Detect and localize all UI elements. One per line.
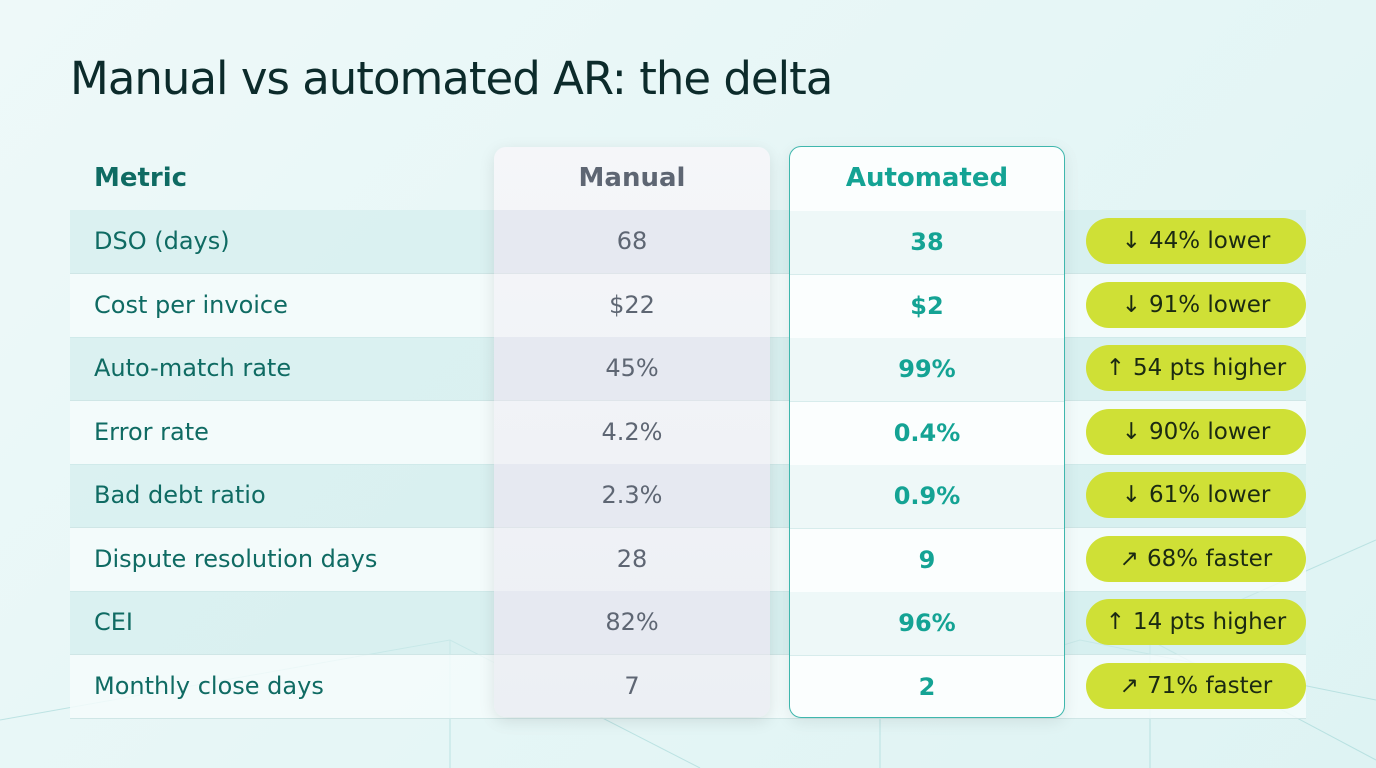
automated-value: 0.9%: [790, 465, 1064, 529]
manual-header: Manual: [578, 163, 686, 193]
delta-badge: ↓ 44% lower: [1086, 218, 1306, 264]
delta-label: 91% lower: [1148, 291, 1271, 318]
automated-column: Automated 38 $2 99% 0.4% 0.9% 9 96% 2: [789, 146, 1065, 718]
manual-value: 68: [494, 210, 770, 274]
automated-value: $2: [790, 275, 1064, 339]
metric-label: Dispute resolution days: [94, 544, 378, 573]
automated-value: 38: [790, 211, 1064, 275]
delta-label: 71% faster: [1147, 672, 1273, 699]
manual-column: Manual 68 $22 45% 4.2% 2.3% 28 82% 7: [494, 147, 770, 717]
manual-value: 2.3%: [494, 464, 770, 528]
automated-value: 9: [790, 529, 1064, 593]
metric-header: Metric: [94, 163, 188, 193]
delta-badge: ↗ 68% faster: [1086, 535, 1306, 582]
delta-label: 61% lower: [1148, 482, 1271, 508]
delta-label: 14 pts higher: [1133, 609, 1287, 635]
automated-value: 96%: [790, 592, 1064, 656]
manual-value: 7: [494, 655, 770, 718]
automated-value: 99%: [790, 338, 1064, 402]
manual-value: 4.2%: [494, 401, 770, 465]
metric-label: Bad debt ratio: [94, 481, 266, 509]
automated-value: 2: [790, 656, 1064, 718]
delta-badge: ↓ 61% lower: [1086, 472, 1306, 518]
speed-icon: ↗: [1119, 672, 1140, 699]
delta-badge: ↓ 90% lower: [1086, 408, 1306, 455]
delta-badge: ↑ 14 pts higher: [1086, 599, 1306, 645]
automated-header: Automated: [845, 163, 1009, 193]
arrow-down-icon: ↓: [1121, 228, 1141, 254]
arrow-down-icon: ↓: [1121, 418, 1141, 445]
manual-value: $22: [494, 274, 770, 338]
page-title: Manual vs automated AR: the delta: [70, 52, 833, 105]
delta-label: 44% lower: [1148, 228, 1271, 254]
delta-label: 68% faster: [1147, 545, 1273, 572]
metric-label: Auto-match rate: [94, 354, 292, 382]
delta-badge: ↑ 54 pts higher: [1086, 345, 1306, 391]
metric-label: Error rate: [94, 417, 209, 446]
delta-badge: ↗ 71% faster: [1086, 662, 1306, 709]
delta-label: 54 pts higher: [1133, 355, 1287, 381]
metric-label: Cost per invoice: [94, 290, 288, 319]
arrow-up-icon: ↑: [1105, 609, 1126, 635]
manual-value: 45%: [494, 337, 770, 401]
arrow-down-icon: ↓: [1121, 291, 1141, 318]
arrow-up-icon: ↑: [1105, 355, 1126, 381]
delta-label: 90% lower: [1148, 418, 1271, 445]
metric-label: DSO (days): [94, 227, 230, 255]
speed-icon: ↗: [1119, 545, 1140, 572]
arrow-down-icon: ↓: [1121, 482, 1141, 508]
metric-label: Monthly close days: [94, 671, 324, 700]
manual-value: 28: [494, 528, 770, 592]
manual-value: 82%: [494, 591, 770, 655]
automated-value: 0.4%: [790, 402, 1064, 466]
delta-badge: ↓ 91% lower: [1086, 281, 1306, 328]
metric-label: CEI: [94, 608, 133, 636]
